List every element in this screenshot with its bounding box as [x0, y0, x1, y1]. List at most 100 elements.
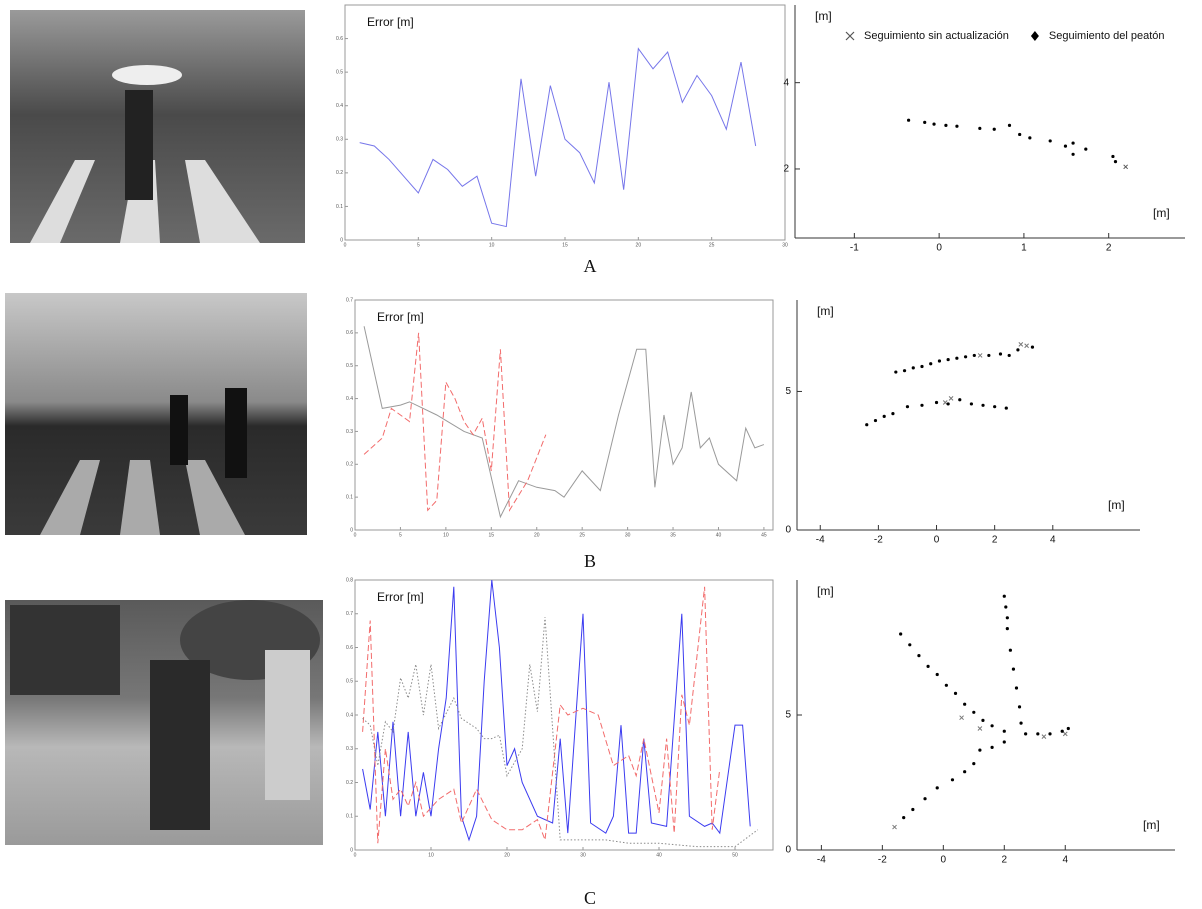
- dot-marker: [1004, 406, 1008, 410]
- dot-marker: [923, 120, 927, 124]
- x-tick-label: 25: [709, 242, 715, 248]
- x-tick-label: 10: [443, 532, 449, 538]
- y-tick-label: 0.3: [336, 137, 343, 143]
- x-tick-label: 15: [489, 532, 495, 538]
- x-tick-label: 5: [417, 242, 420, 248]
- dot-marker: [972, 353, 976, 358]
- dot-marker: [920, 364, 924, 369]
- panel-label: A: [584, 256, 597, 276]
- photo-c: [5, 600, 323, 845]
- dot-marker: [1018, 132, 1022, 137]
- dot-marker: [1066, 726, 1070, 731]
- dot-marker: [946, 357, 950, 362]
- legend-label: Seguimiento del peatón: [1049, 30, 1165, 42]
- x-tick-label: 0: [934, 535, 940, 546]
- y-tick-label: 0: [350, 847, 353, 853]
- dot-marker: [902, 369, 907, 373]
- plot-frame: [354, 579, 774, 851]
- x-marker: [977, 353, 983, 358]
- dot-marker: [978, 748, 982, 752]
- dot-marker: [935, 672, 939, 677]
- y-tick-label: 0.1: [346, 494, 353, 500]
- photo-a: [10, 10, 305, 243]
- data-line: [363, 332, 547, 512]
- dot-marker: [955, 124, 959, 128]
- y-tick-label: 0.5: [336, 69, 343, 75]
- data-line: [362, 617, 759, 848]
- y-axis-label: [m]: [817, 584, 834, 598]
- dot-marker: [981, 718, 985, 723]
- dot-marker: [1030, 345, 1035, 349]
- dot-marker: [1048, 139, 1052, 143]
- legend-marker: [1030, 31, 1039, 41]
- y-tick-label: 4: [783, 77, 789, 88]
- y-tick-label: 0: [350, 527, 353, 533]
- dot-marker: [926, 664, 930, 669]
- x-marker: [892, 824, 897, 830]
- x-tick-label: 40: [716, 532, 722, 538]
- x-tick-label: 20: [636, 242, 642, 248]
- y-tick-label: 0.2: [346, 780, 353, 786]
- dot-marker: [1024, 732, 1028, 736]
- dot-marker: [1019, 721, 1023, 725]
- x-tick-label: -4: [816, 535, 825, 546]
- dot-marker: [1011, 667, 1016, 671]
- y-tick-label: 0.2: [336, 170, 343, 176]
- dot-marker: [963, 702, 967, 706]
- x-marker: [1024, 343, 1029, 349]
- dot-marker: [987, 353, 991, 358]
- dot-marker: [1005, 616, 1009, 620]
- y-tick-label: 0.6: [346, 645, 353, 651]
- x-tick-label: 0: [354, 852, 357, 858]
- dot-marker: [969, 402, 974, 406]
- dot-marker: [944, 123, 948, 127]
- dot-marker: [1016, 348, 1020, 352]
- x-marker: [1018, 341, 1024, 347]
- dot-marker: [1084, 147, 1088, 151]
- dot-marker: [1028, 136, 1032, 140]
- dot-marker: [990, 724, 994, 728]
- dot-marker: [963, 355, 968, 359]
- dot-marker: [978, 126, 982, 131]
- y-tick-label: 2: [783, 164, 789, 175]
- panel-label: C: [584, 888, 596, 908]
- y-tick-label: 0.1: [346, 814, 353, 820]
- x-tick-label: 2: [992, 535, 998, 546]
- dot-marker: [950, 778, 955, 782]
- data-line: [359, 47, 757, 228]
- y-tick-label: 0.4: [336, 103, 343, 109]
- x-marker: [1123, 164, 1129, 170]
- dot-marker: [882, 414, 886, 418]
- y-tick-label: 0.5: [346, 363, 353, 369]
- dot-marker: [929, 362, 933, 366]
- x-tick-label: 25: [579, 532, 585, 538]
- y-tick-label: 0.7: [346, 297, 353, 303]
- x-tick-label: 30: [625, 532, 631, 538]
- dot-marker: [998, 352, 1003, 356]
- y-tick-label: 0.5: [346, 679, 353, 685]
- dot-marker: [1004, 605, 1008, 609]
- x-tick-label: 1: [1021, 243, 1027, 254]
- dot-marker: [937, 359, 942, 363]
- y-tick-label: 0.1: [336, 204, 343, 210]
- dot-marker: [873, 418, 878, 423]
- dot-marker: [1007, 353, 1011, 358]
- x-tick-label: 4: [1062, 855, 1068, 866]
- panel-label: B: [584, 551, 596, 571]
- dot-marker: [907, 118, 911, 122]
- dot-marker: [1002, 740, 1006, 744]
- dot-marker: [894, 370, 898, 374]
- x-tick-label: 45: [761, 532, 767, 538]
- x-tick-label: 0: [354, 532, 357, 538]
- photo-b: [5, 293, 307, 535]
- dot-marker: [992, 127, 996, 131]
- x-tick-label: 30: [782, 242, 788, 248]
- y-axis-label: Error [m]: [377, 310, 424, 324]
- dot-marker: [990, 745, 994, 750]
- y-tick-label: 0.3: [346, 746, 353, 752]
- dot-marker: [911, 366, 915, 370]
- x-tick-label: -1: [850, 243, 859, 254]
- dot-marker: [955, 356, 959, 360]
- x-marker: [977, 726, 983, 731]
- dot-marker: [993, 405, 997, 409]
